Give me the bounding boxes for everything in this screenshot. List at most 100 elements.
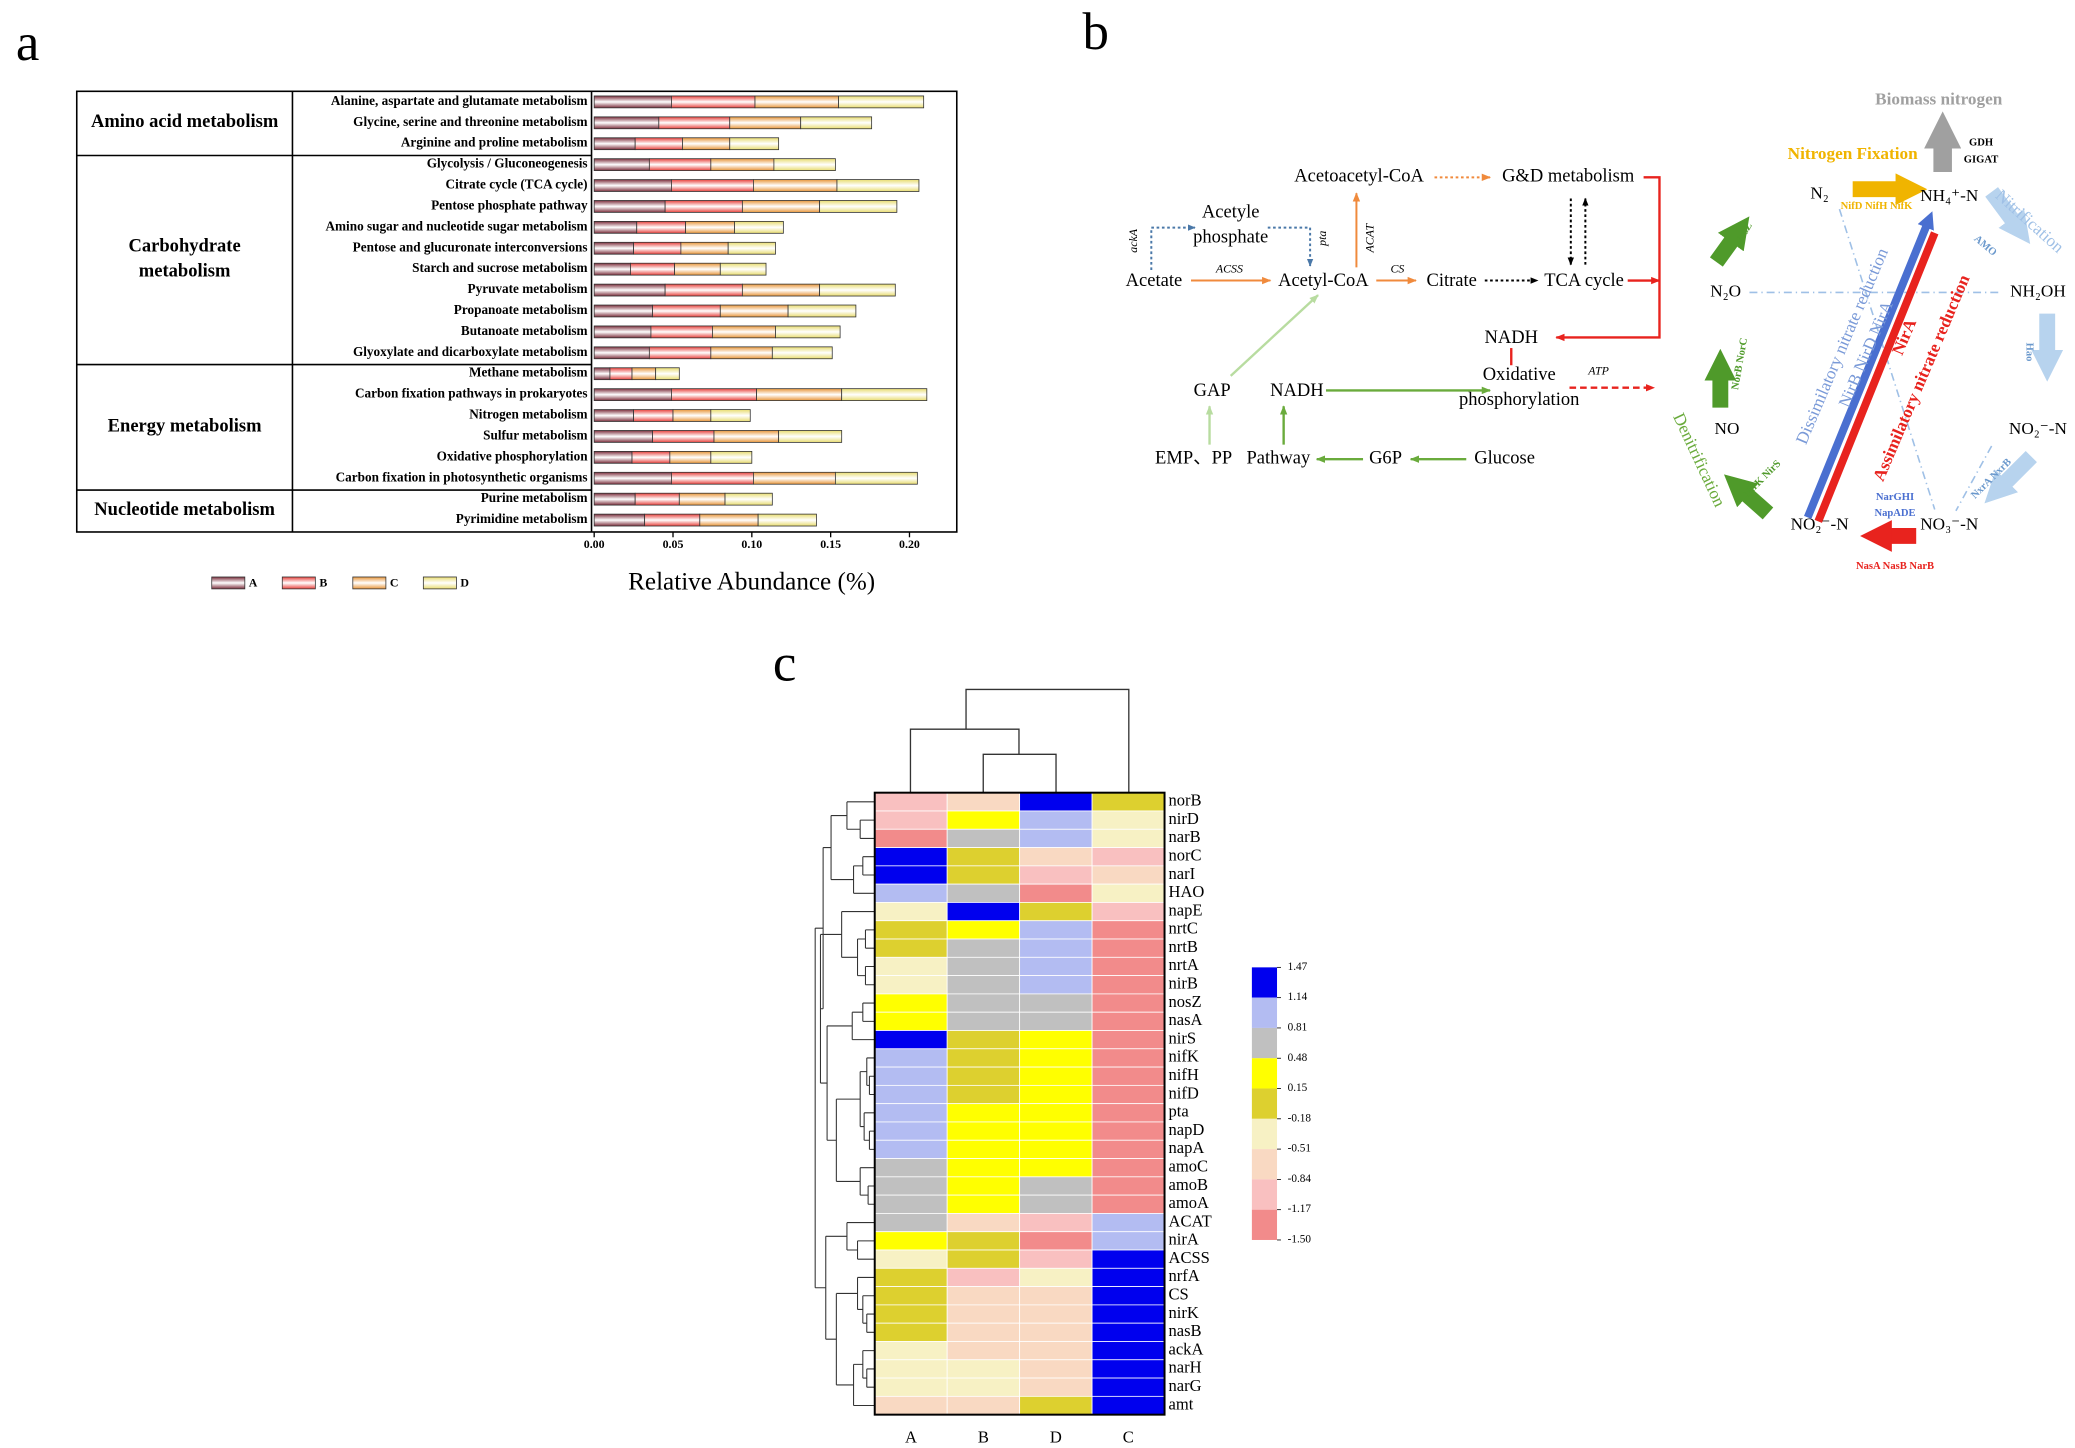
bar-segment [593, 262, 631, 276]
node-label: NADH [1485, 327, 1539, 348]
category-label: Nitrogen metabolism [469, 407, 587, 422]
legend-label: B [319, 575, 327, 589]
bar-segment [634, 137, 683, 151]
enzyme-label: NapADE [1874, 508, 1915, 519]
heatmap-cell [874, 993, 948, 1013]
heatmap-cell [1019, 938, 1093, 958]
heatmap-cell [874, 1103, 948, 1123]
row-label: narH [1169, 1358, 1202, 1377]
heatmap-cell [1091, 1267, 1165, 1287]
heatmap-cell [946, 1030, 1021, 1050]
colorbar-tick-label: 1.47 [1288, 961, 1308, 973]
bar-segment [593, 116, 660, 130]
row-label: norC [1169, 846, 1202, 865]
group-label-box: Nucleotide metabolism [94, 500, 275, 521]
bar-segment [727, 241, 776, 255]
heatmap-cell [1019, 1249, 1093, 1269]
heatmap-cell [1091, 1158, 1165, 1178]
bar-segment [771, 346, 833, 360]
colorbar-tick-label: -0.84 [1288, 1173, 1312, 1185]
node-label: NO [1715, 419, 1740, 438]
bar-segment [630, 262, 675, 276]
bar-segment [710, 409, 751, 422]
heatmap-cell [946, 1395, 1021, 1416]
bar-segment [838, 95, 925, 109]
enzyme-label: NorB NorC [1730, 337, 1750, 391]
category-label: Pentose and glucuronate interconversions [353, 239, 588, 254]
heatmap-cell [874, 1359, 948, 1379]
heatmap-cell [1019, 1084, 1093, 1105]
heatmap-cell [874, 1341, 948, 1361]
enzyme-label: Hao [2023, 343, 2034, 362]
heatmap-cell [1091, 902, 1165, 922]
bar-segment [633, 409, 674, 422]
row-label: nrtA [1169, 955, 1199, 974]
bar-segment [841, 388, 928, 401]
group-label-box: Amino acid metabolism [91, 113, 278, 133]
row-dendrogram [814, 801, 875, 1407]
bar-segment [773, 158, 836, 171]
heatmap-cell [1019, 828, 1093, 848]
row-label: narB [1169, 827, 1201, 846]
colorbar-tick-label: -0.51 [1288, 1143, 1311, 1155]
bar-segment [719, 304, 789, 318]
bar-segment [593, 158, 650, 171]
heatmap-cell [1091, 883, 1165, 903]
heatmap-cell [1091, 1322, 1165, 1342]
heatmap-cell [1019, 1395, 1093, 1416]
category-label: Citrate cycle (TCA cycle) [446, 177, 588, 192]
bar-segment [593, 346, 650, 360]
heatmap-cell [1019, 1011, 1093, 1031]
legend-swatch [422, 576, 457, 590]
x-tick-label: 0.10 [741, 537, 762, 551]
group-label: Nucleotide metabolism [94, 500, 275, 521]
heatmap-cell [946, 902, 1021, 922]
heatmap-cell [1091, 792, 1165, 812]
heatmap-cell [1091, 828, 1165, 848]
node-label: G6P [1369, 447, 1402, 468]
heatmap-cell [946, 1286, 1021, 1306]
node-label: Acetate [1126, 270, 1183, 291]
category-label: Pentose phosphate pathway [431, 197, 588, 212]
legend-swatch [352, 576, 387, 590]
heatmap-frame [873, 791, 1166, 1416]
heatmap-cell [874, 1377, 948, 1397]
bar-segment [609, 367, 633, 381]
heatmap-cell [1019, 1139, 1093, 1159]
heatmap-cell [1019, 1286, 1093, 1306]
group-label-box: Carbohydrate metabolism [129, 237, 241, 281]
row-label: nifD [1169, 1083, 1199, 1102]
nitrogen-cycle-arrows [1704, 111, 2064, 552]
bar-segment [593, 471, 672, 485]
heatmap-cell [946, 1048, 1021, 1068]
enzyme-label: ACSS [1215, 262, 1243, 276]
row-label: nirA [1169, 1230, 1199, 1249]
heatmap-cell [1091, 1121, 1165, 1141]
heatmap-cell [1091, 847, 1165, 867]
bar-segment [819, 283, 896, 297]
heatmap-cell [1019, 1066, 1093, 1086]
heatmap-cell [1091, 1286, 1165, 1306]
bar-segment [652, 430, 715, 443]
bar-segment [644, 513, 701, 527]
heatmap-cell [1019, 1341, 1093, 1361]
bar-segment [710, 450, 753, 464]
heatmap-cell [1019, 1103, 1093, 1123]
bar-segment [593, 95, 672, 109]
colorbar-bin [1251, 1149, 1278, 1180]
colorbar-bin [1251, 1088, 1278, 1119]
category-label: Carbon fixation in photosynthetic organi… [336, 469, 588, 484]
heatmap-cell [1019, 865, 1093, 885]
category-label: Propanoate metabolism [454, 302, 588, 317]
enzyme-label: NarGHI [1876, 492, 1914, 503]
bar-segment [655, 367, 680, 381]
bar-segment [754, 95, 839, 109]
x-axis-title: Relative Abundance (%) [628, 568, 875, 595]
heatmap-cell [946, 1176, 1021, 1196]
bar-segment [729, 137, 780, 151]
category-label: Amino sugar and nucleotide sugar metabol… [325, 218, 587, 233]
panel-label: b [1082, 3, 1108, 61]
bar-segment [593, 325, 652, 339]
bar-segment [719, 262, 767, 276]
